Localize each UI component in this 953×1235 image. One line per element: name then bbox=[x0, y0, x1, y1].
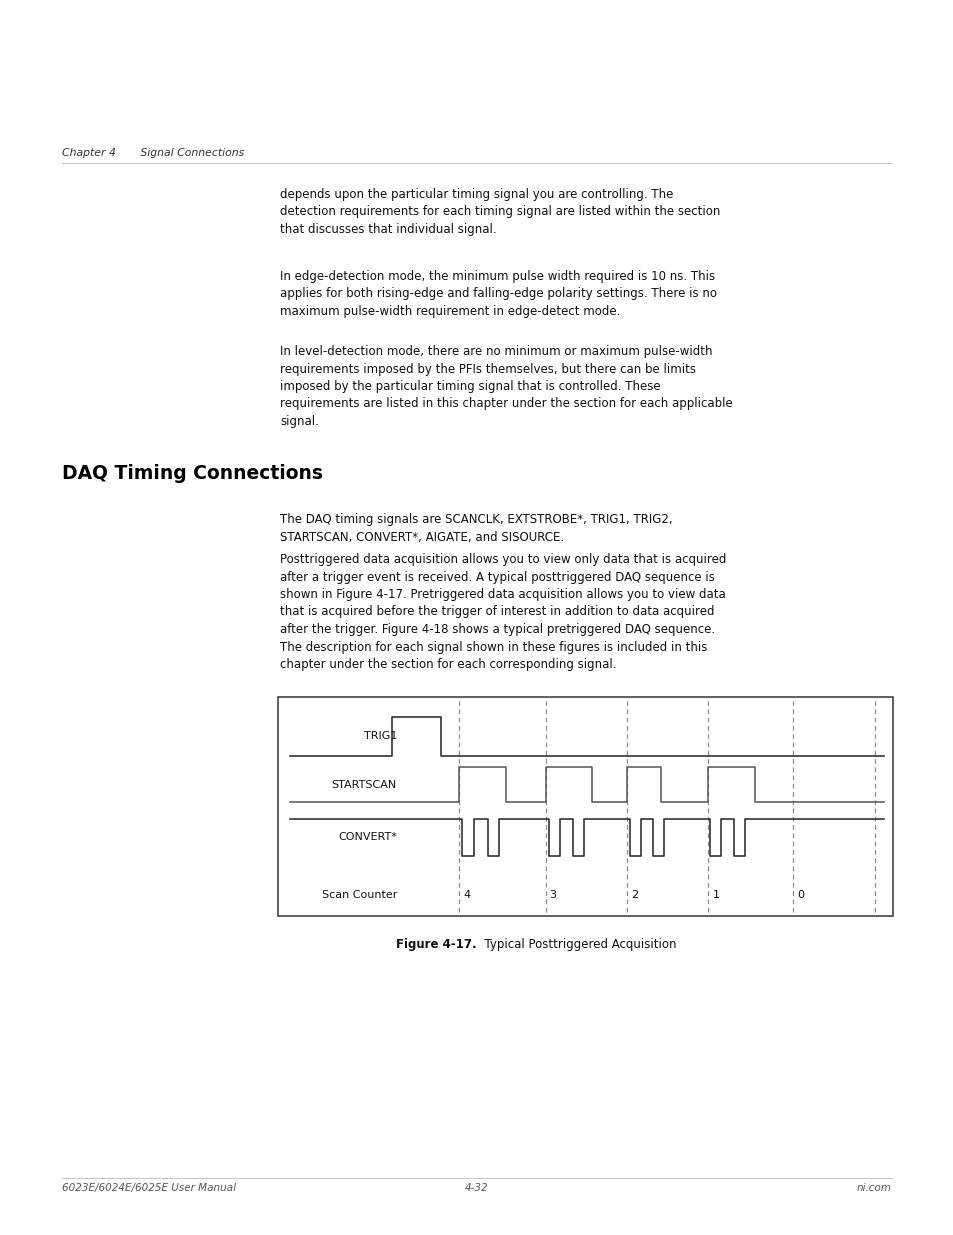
Text: 6023E/6024E/6025E User Manual: 6023E/6024E/6025E User Manual bbox=[62, 1183, 235, 1193]
Text: Figure 4-17.: Figure 4-17. bbox=[395, 939, 476, 951]
Bar bbox=[277, 697, 892, 916]
Text: 1: 1 bbox=[712, 889, 719, 899]
Text: Posttriggered data acquisition allows you to view only data that is acquired
aft: Posttriggered data acquisition allows yo… bbox=[280, 553, 725, 671]
Text: DAQ Timing Connections: DAQ Timing Connections bbox=[62, 464, 323, 483]
Text: Scan Counter: Scan Counter bbox=[321, 889, 396, 899]
Text: In level-detection mode, there are no minimum or maximum pulse-width
requirement: In level-detection mode, there are no mi… bbox=[280, 345, 732, 429]
Text: TRIG1: TRIG1 bbox=[363, 731, 396, 741]
Text: ni.com: ni.com bbox=[856, 1183, 891, 1193]
Text: 4-32: 4-32 bbox=[465, 1183, 488, 1193]
Text: 4: 4 bbox=[463, 889, 470, 899]
Text: Chapter 4       Signal Connections: Chapter 4 Signal Connections bbox=[62, 148, 244, 158]
Text: depends upon the particular timing signal you are controlling. The
detection req: depends upon the particular timing signa… bbox=[280, 188, 720, 236]
Text: STARTSCAN: STARTSCAN bbox=[332, 779, 396, 789]
Text: 3: 3 bbox=[549, 889, 556, 899]
Text: CONVERT*: CONVERT* bbox=[337, 832, 396, 842]
Text: The DAQ timing signals are SCANCLK, EXTSTROBE*, TRIG1, TRIG2,
STARTSCAN, CONVERT: The DAQ timing signals are SCANCLK, EXTS… bbox=[280, 513, 672, 543]
Text: In edge-detection mode, the minimum pulse width required is 10 ns. This
applies : In edge-detection mode, the minimum puls… bbox=[280, 270, 717, 317]
Text: 0: 0 bbox=[797, 889, 803, 899]
Text: Typical Posttriggered Acquisition: Typical Posttriggered Acquisition bbox=[476, 939, 676, 951]
Text: 2: 2 bbox=[631, 889, 638, 899]
